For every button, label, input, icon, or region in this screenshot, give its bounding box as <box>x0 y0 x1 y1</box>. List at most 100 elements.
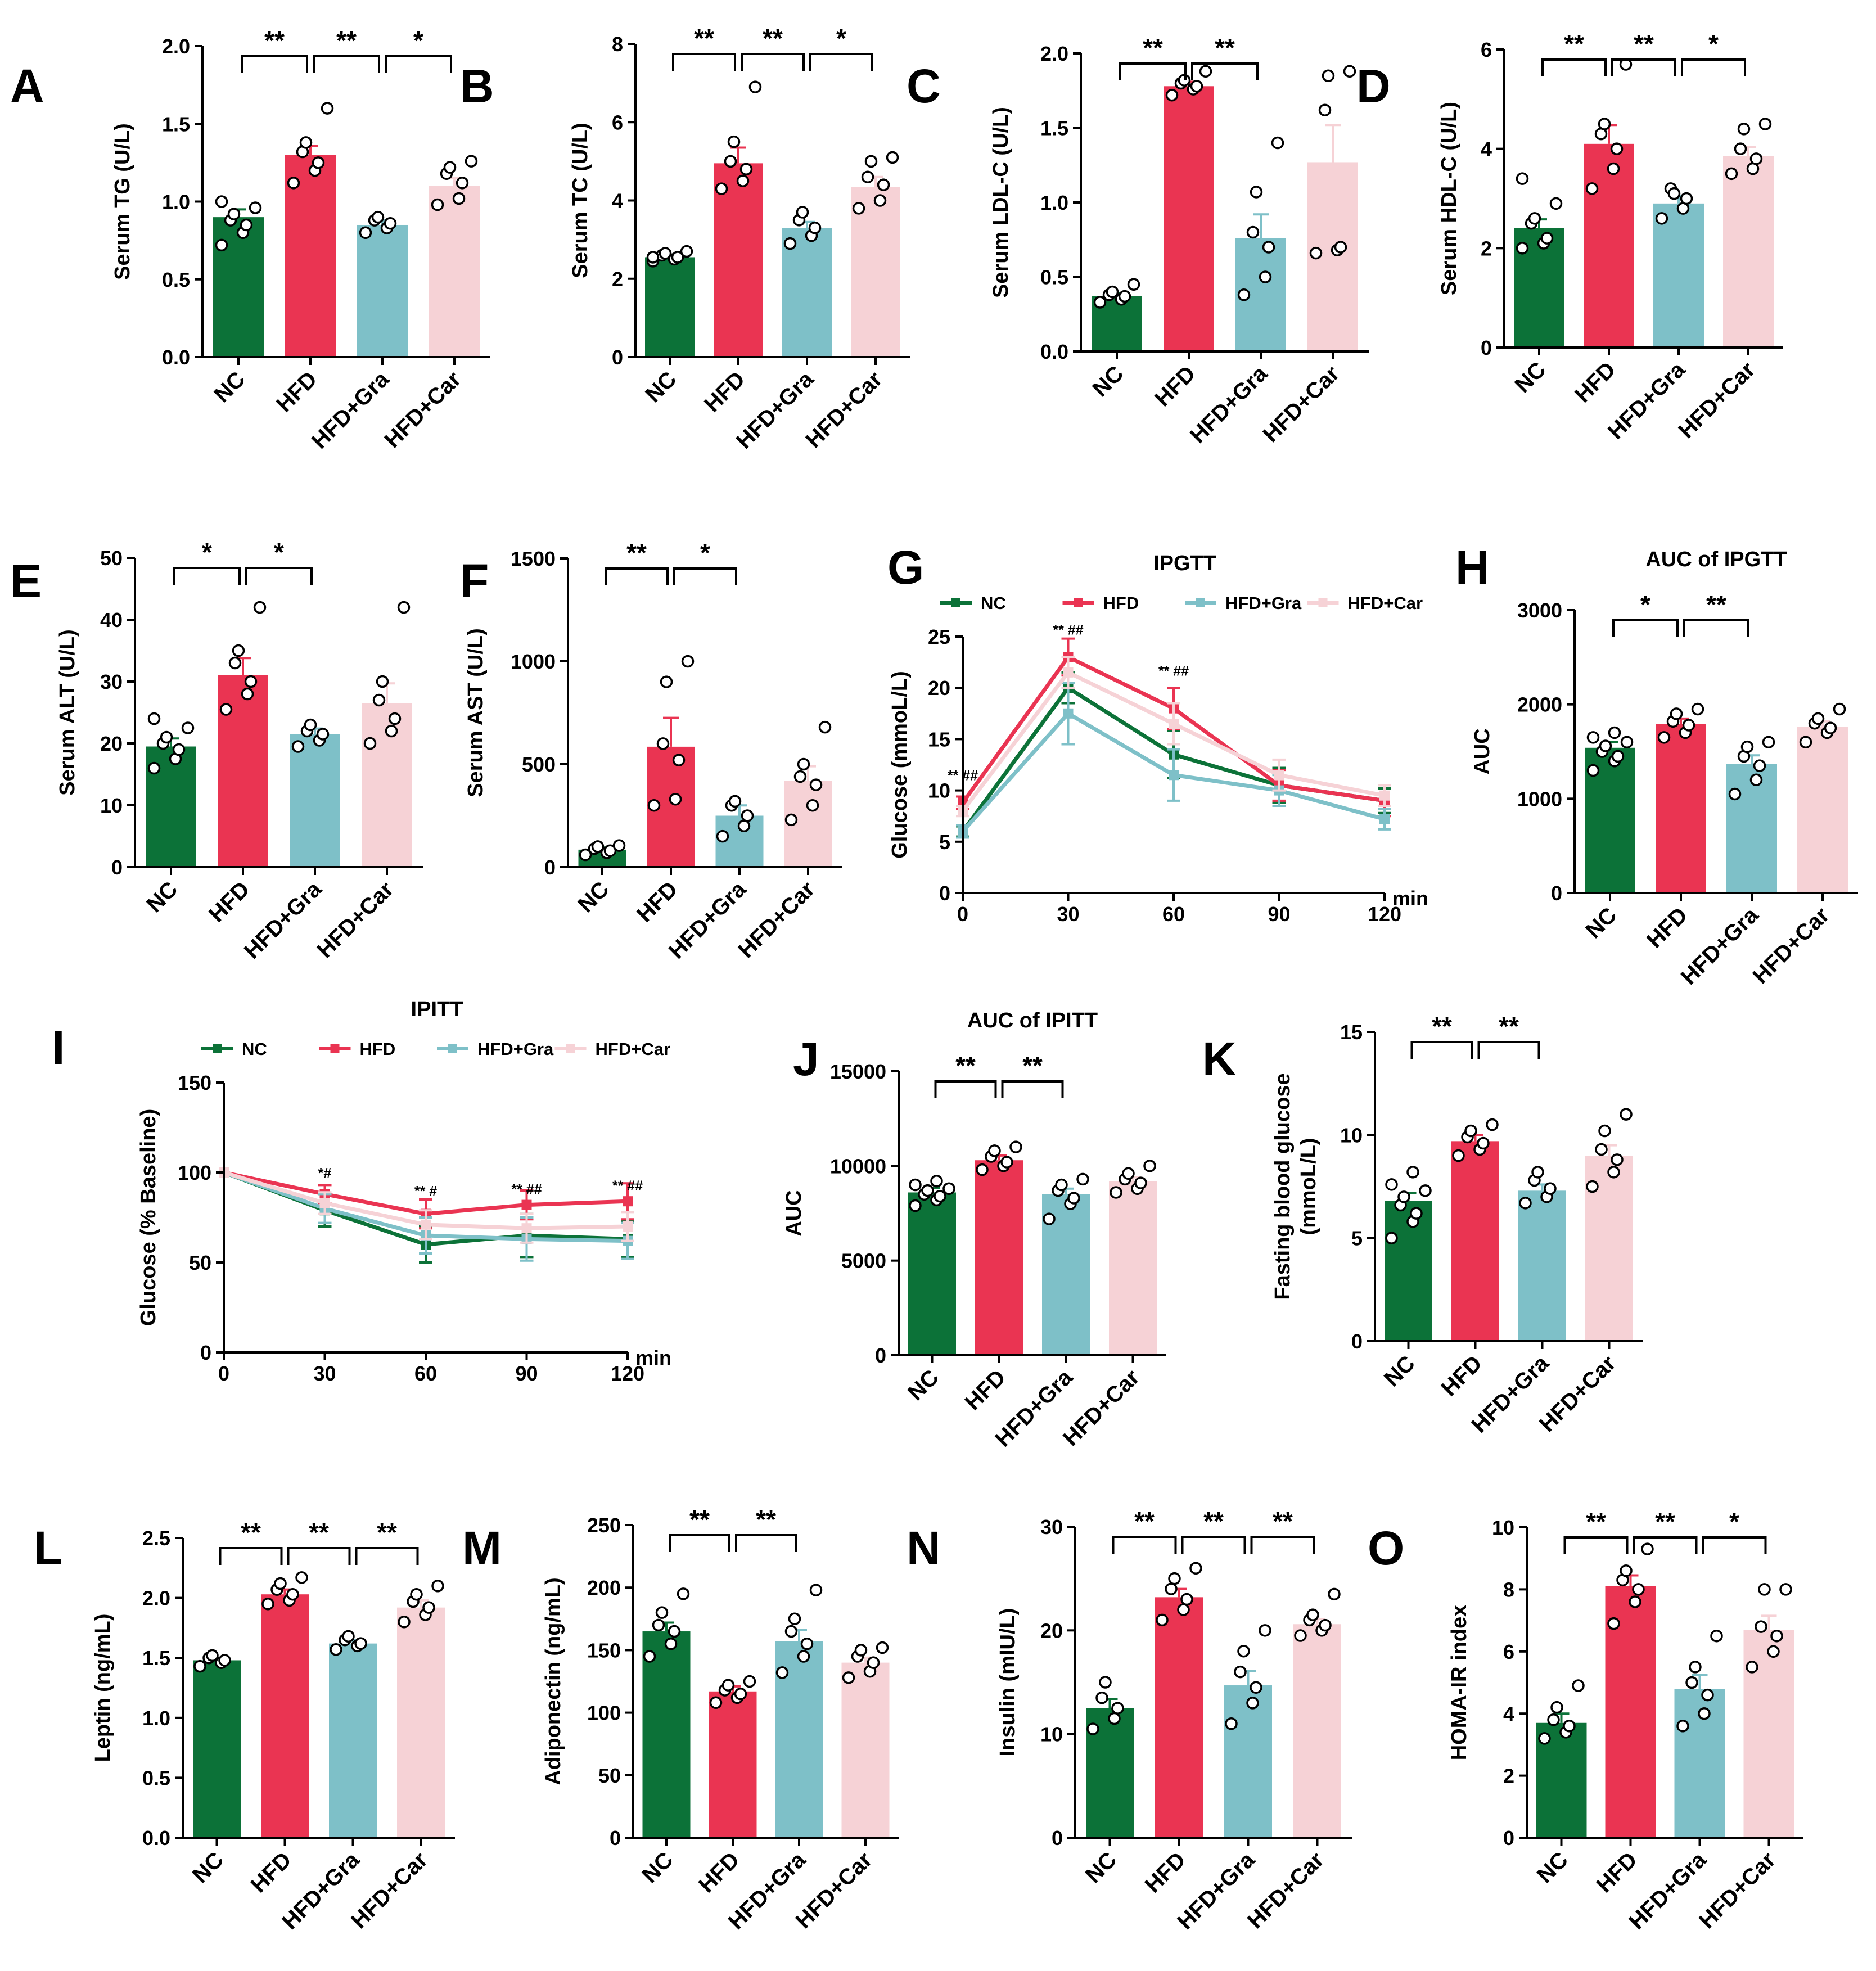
significance-bracket <box>1681 58 1746 76</box>
data-point <box>1629 1595 1641 1608</box>
data-point <box>232 644 245 657</box>
significance-bracket <box>669 1534 730 1552</box>
data-point <box>1528 212 1541 225</box>
significance-bracket <box>934 1080 997 1098</box>
data-point <box>797 757 810 771</box>
panel-E: E Serum ALT (U/L) 0 10 20 30 40 50 NC HFDHFD+GraH… <box>10 538 423 964</box>
series-marker <box>1063 708 1074 719</box>
data-point <box>1620 1564 1633 1577</box>
significance-bracket <box>1250 1536 1315 1554</box>
data-point <box>1165 88 1179 102</box>
data-point <box>736 174 750 187</box>
data-point <box>1758 1583 1771 1596</box>
data-point <box>1595 1143 1608 1156</box>
data-point <box>1737 123 1751 136</box>
data-point <box>1667 187 1681 200</box>
data-point <box>1549 197 1563 210</box>
data-point <box>354 1637 367 1650</box>
legend-swatch-marker <box>448 1044 457 1053</box>
data-point <box>809 1584 823 1596</box>
data-point <box>1318 103 1332 116</box>
bar-hfd-car <box>841 1662 890 1838</box>
data-point <box>646 251 660 264</box>
x-tick-label: NC <box>1088 361 1128 402</box>
significance-bracket <box>735 1534 797 1552</box>
bar-hfd-car <box>397 1607 445 1838</box>
series-marker <box>1063 667 1074 678</box>
y-tick-label: 20 <box>928 676 950 700</box>
legend-swatch-marker <box>1318 598 1328 607</box>
data-point <box>988 1144 1001 1157</box>
x-tick-label: HFD <box>204 877 254 927</box>
data-point <box>1799 736 1812 748</box>
data-point <box>1199 65 1212 78</box>
data-point <box>452 192 466 205</box>
data-point <box>304 718 317 732</box>
panel-H: H AUC AUC of IPGTT 0 1000 2000 3000 NC HFDHFD+Gr… <box>1455 541 1858 990</box>
data-point <box>660 675 673 688</box>
data-point <box>1833 702 1846 716</box>
significance-label: * <box>836 24 846 53</box>
data-point <box>671 251 684 264</box>
data-point <box>372 693 386 707</box>
x-tick-label: NC <box>1379 1351 1420 1391</box>
data-point <box>1406 1166 1419 1179</box>
data-point <box>376 675 389 688</box>
data-point <box>934 1189 946 1203</box>
y-tick-label: 1.0 <box>162 191 190 214</box>
significance-bracket <box>1563 1536 1629 1554</box>
y-tick-label: 20 <box>100 732 123 755</box>
data-point <box>716 829 729 843</box>
x-tick-label: HFD+Car <box>1748 903 1834 989</box>
panel-letter: C <box>907 60 941 112</box>
data-point <box>1620 736 1634 748</box>
data-point <box>147 761 161 775</box>
significance-label: ** <box>1203 1507 1224 1536</box>
data-point <box>1755 1620 1767 1633</box>
data-point <box>1000 1156 1013 1169</box>
data-point <box>1410 1207 1423 1220</box>
data-point <box>431 1580 444 1593</box>
x-tick-label: HFD <box>272 367 322 417</box>
panel-letter: K <box>1202 1032 1237 1085</box>
y-tick-label: 10 <box>1340 1124 1363 1147</box>
significance-label: ** <box>1215 33 1235 62</box>
significance-bracket <box>741 53 805 71</box>
data-point <box>1234 1665 1247 1679</box>
data-point <box>299 136 313 149</box>
y-tick-label: 30 <box>1040 1516 1063 1539</box>
data-point <box>1190 80 1203 93</box>
data-point <box>1725 167 1738 181</box>
data-point <box>147 712 161 725</box>
bar-hfd-car <box>1723 156 1774 348</box>
data-point <box>240 218 253 232</box>
y-axis-label: Leptin (ng/mL) <box>91 1614 115 1762</box>
x-tick-label: HFD+Gra <box>240 877 327 964</box>
x-tick-label: HFD+Car <box>801 367 887 453</box>
significance-bracket <box>1001 1080 1064 1098</box>
data-point <box>976 1163 989 1176</box>
y-tick-label: 0.0 <box>142 1826 170 1850</box>
panel-letter: B <box>460 60 494 112</box>
data-point <box>921 1184 934 1197</box>
legend-label: HFD <box>360 1039 396 1059</box>
data-point <box>930 1175 943 1188</box>
data-point <box>215 238 228 252</box>
data-point <box>371 210 385 224</box>
significance-bracket <box>1683 619 1749 637</box>
data-point <box>253 601 267 614</box>
significance-label: ** <box>1143 33 1163 62</box>
data-point <box>647 799 661 812</box>
significance-label: ** <box>336 26 357 55</box>
y-tick-label: 0 <box>1503 1826 1514 1850</box>
data-point <box>1540 232 1554 245</box>
x-tick-label: HFD <box>1570 357 1620 407</box>
data-point <box>193 1659 206 1673</box>
significance-annotation: ** ## <box>1158 663 1189 679</box>
data-point <box>431 198 444 211</box>
significance-label: * <box>413 26 423 55</box>
x-tick-label: HFD+Car <box>1674 357 1760 443</box>
data-point <box>1328 1587 1341 1601</box>
